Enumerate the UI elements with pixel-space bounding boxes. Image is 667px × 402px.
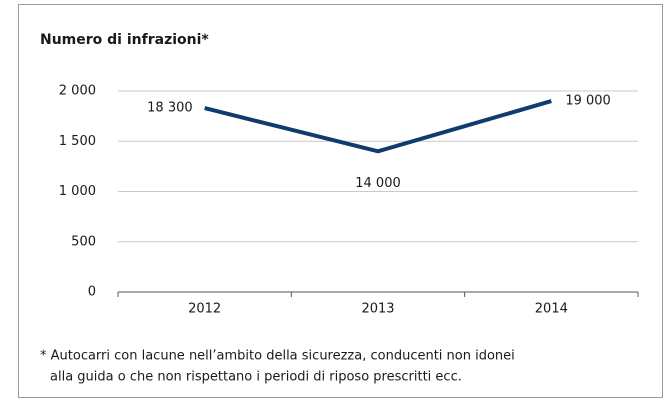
y-tick-label: 1 500	[59, 134, 96, 149]
y-tick-label: 1 000	[59, 184, 96, 199]
x-tick-label: 2012	[188, 302, 221, 317]
x-tick-label: 2013	[361, 302, 394, 317]
x-tick-label: 2014	[535, 302, 568, 317]
footnote: * Autocarri con lacune nell’ambito della…	[40, 349, 515, 364]
line	[204, 99, 552, 154]
data-label: 19 000	[565, 94, 611, 109]
y-tick-label: 0	[88, 285, 96, 300]
data-label: 18 300	[147, 101, 193, 116]
y-tick-label: 500	[71, 234, 96, 249]
frame	[18, 4, 663, 398]
footnote: alla guida o che non rispettano i period…	[50, 370, 462, 385]
y-tick-label: 2 000	[59, 84, 96, 99]
chart-title: Numero di infrazioni*	[40, 32, 209, 48]
data-label: 14 000	[355, 176, 401, 191]
